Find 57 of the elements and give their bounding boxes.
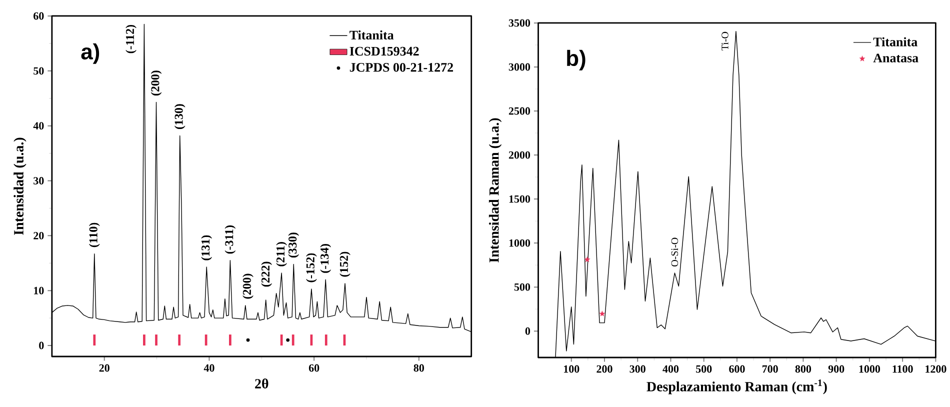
annotation: O-Si-O	[671, 238, 678, 266]
y-tick-label: 500	[514, 283, 530, 291]
annotation: (-311)	[224, 225, 236, 254]
annotation: (130)	[174, 104, 186, 129]
annotation: (222)	[261, 262, 272, 286]
y-tick-label: 40	[33, 122, 44, 130]
y-tick-label: 2500	[508, 107, 530, 115]
y-tick-label: 60	[34, 12, 44, 20]
x-tick-label: 200	[596, 365, 612, 372]
x-tick-label: 1100	[892, 365, 913, 372]
x-tick-label: 700	[762, 365, 778, 372]
x-axis-title: 2θ	[255, 378, 268, 388]
x-tick-label: 100	[564, 365, 580, 372]
y-tick-label: 30	[34, 176, 44, 184]
y-tick-label: 50	[34, 67, 44, 74]
x-tick-label: 500	[696, 365, 712, 372]
annotation: (-112)	[126, 24, 136, 53]
x-axis-title: Desplazamiento Raman (cm$^{-1}$)	[646, 379, 827, 394]
annotation: (110)	[88, 222, 100, 247]
x-tick-label: 60	[308, 364, 320, 372]
y-tick-label: 10	[34, 286, 44, 294]
y-tick-label: 0	[39, 342, 44, 350]
x-tick-label: 800	[795, 365, 812, 372]
x-tick-label: 600	[729, 365, 745, 372]
x-tick-label: 900	[828, 365, 844, 372]
y-tick-label: 3500	[508, 19, 530, 26]
annotation: a)	[81, 43, 100, 64]
legend-label: JCPDS 00-21-1272	[350, 62, 454, 72]
legend-label: Anatasa	[873, 53, 918, 62]
annotation: (211)	[276, 242, 287, 266]
y-tick-label: 3000	[508, 63, 530, 70]
annotation: (-134)	[320, 244, 332, 273]
annotation: Ti-O	[722, 32, 728, 50]
legend-label: Titanita	[350, 30, 394, 40]
y-axis-title: Intensidad (u.a.)	[14, 138, 26, 235]
annotation: (152)	[340, 252, 350, 277]
x-tick-label: 20	[99, 364, 110, 372]
annotation: (330)	[288, 232, 300, 258]
x-tick-label: 400	[662, 365, 679, 372]
x-tick-label: 40	[204, 364, 214, 372]
legend-label: ICSD159342	[350, 46, 419, 56]
x-tick-label: 300	[630, 365, 646, 372]
y-tick-label: 1500	[509, 195, 530, 203]
annotation: (131)	[201, 235, 212, 260]
annotation: (200)	[150, 70, 162, 96]
x-tick-label: 1000	[859, 365, 880, 372]
annotation: (-152)	[306, 253, 317, 282]
annotation: (200)	[242, 274, 254, 298]
annotation: b)	[567, 50, 586, 70]
y-tick-label: 0	[525, 327, 530, 335]
y-tick-label: 1000	[509, 239, 530, 247]
legend-label: Titanita	[873, 36, 918, 46]
y-tick-label: 2000	[508, 151, 530, 159]
y-axis-title: Intensidad Raman (u.a.)	[488, 118, 502, 262]
y-tick-label: 20	[34, 232, 44, 240]
x-tick-label: 80	[414, 364, 424, 372]
x-tick-label: 1200	[926, 365, 946, 372]
